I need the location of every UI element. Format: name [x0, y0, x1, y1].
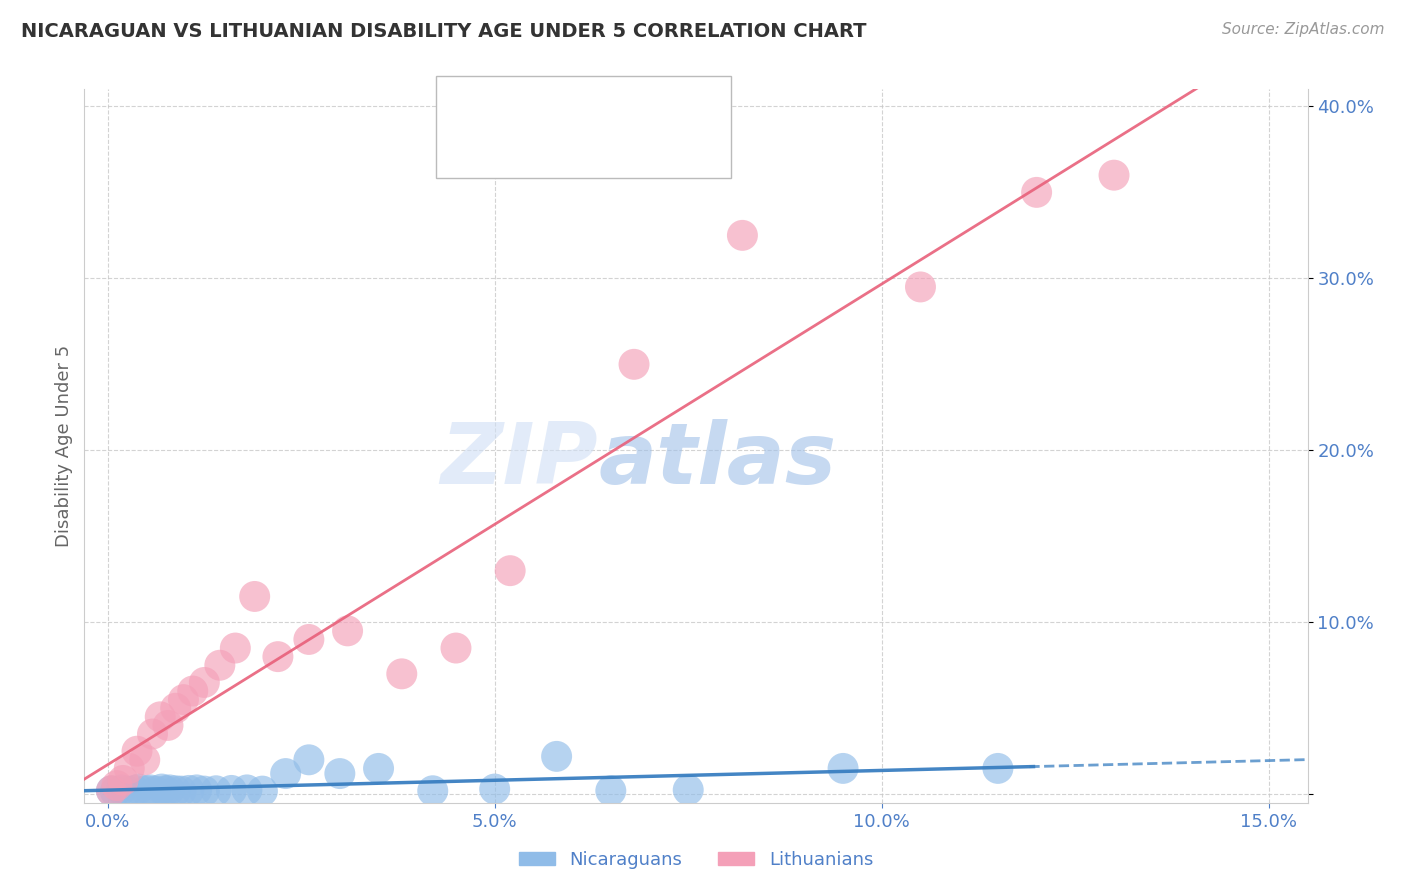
Ellipse shape [101, 770, 132, 801]
Ellipse shape [188, 776, 219, 806]
Ellipse shape [129, 744, 160, 775]
Ellipse shape [136, 719, 167, 749]
Ellipse shape [727, 220, 758, 251]
Ellipse shape [181, 774, 212, 805]
Ellipse shape [232, 774, 263, 805]
Text: N = 32: N = 32 [616, 98, 683, 116]
Ellipse shape [619, 349, 650, 380]
Ellipse shape [440, 632, 471, 664]
Ellipse shape [135, 774, 166, 805]
Ellipse shape [217, 775, 247, 805]
Ellipse shape [152, 710, 183, 741]
Ellipse shape [173, 775, 204, 805]
Text: atlas: atlas [598, 418, 837, 502]
Ellipse shape [188, 667, 219, 698]
Ellipse shape [96, 775, 127, 806]
Legend: Nicaraguans, Lithuanians: Nicaraguans, Lithuanians [512, 844, 880, 876]
Text: N = 27: N = 27 [616, 137, 683, 155]
Ellipse shape [111, 776, 142, 806]
Ellipse shape [418, 775, 449, 806]
Ellipse shape [155, 774, 186, 805]
Ellipse shape [124, 773, 155, 805]
Ellipse shape [160, 775, 191, 806]
Ellipse shape [595, 775, 626, 806]
Ellipse shape [247, 776, 278, 806]
Ellipse shape [108, 765, 139, 796]
Ellipse shape [263, 641, 294, 672]
Ellipse shape [387, 658, 418, 690]
Ellipse shape [541, 741, 572, 772]
Text: R = 0.357: R = 0.357 [495, 98, 586, 116]
Ellipse shape [167, 684, 198, 715]
Ellipse shape [294, 744, 325, 775]
Ellipse shape [672, 774, 704, 805]
Ellipse shape [121, 736, 152, 767]
Ellipse shape [120, 775, 150, 805]
Ellipse shape [219, 632, 250, 664]
Ellipse shape [239, 581, 270, 612]
Ellipse shape [1098, 160, 1129, 191]
Text: R = 0.860: R = 0.860 [495, 137, 585, 155]
Ellipse shape [160, 693, 191, 723]
Ellipse shape [100, 776, 131, 807]
Ellipse shape [141, 776, 172, 806]
Ellipse shape [177, 675, 208, 706]
Ellipse shape [325, 758, 356, 789]
Ellipse shape [204, 649, 235, 681]
Ellipse shape [332, 615, 363, 647]
Ellipse shape [145, 701, 176, 732]
Ellipse shape [294, 624, 325, 655]
Ellipse shape [201, 775, 232, 806]
Ellipse shape [166, 776, 197, 806]
Ellipse shape [114, 753, 145, 784]
Ellipse shape [105, 774, 136, 805]
Ellipse shape [146, 773, 177, 805]
Text: Source: ZipAtlas.com: Source: ZipAtlas.com [1222, 22, 1385, 37]
Ellipse shape [479, 773, 510, 805]
Ellipse shape [1021, 177, 1052, 208]
Y-axis label: Disability Age Under 5: Disability Age Under 5 [55, 345, 73, 547]
Bar [453, 131, 485, 161]
Ellipse shape [363, 753, 394, 784]
Ellipse shape [905, 271, 936, 302]
Ellipse shape [150, 775, 181, 806]
Ellipse shape [96, 775, 127, 806]
Ellipse shape [131, 775, 162, 806]
Ellipse shape [270, 758, 301, 789]
Text: NICARAGUAN VS LITHUANIAN DISABILITY AGE UNDER 5 CORRELATION CHART: NICARAGUAN VS LITHUANIAN DISABILITY AGE … [21, 22, 866, 41]
Ellipse shape [495, 555, 526, 586]
Bar [453, 93, 485, 122]
Ellipse shape [983, 753, 1014, 784]
Ellipse shape [828, 753, 859, 784]
Text: ZIP: ZIP [440, 418, 598, 502]
